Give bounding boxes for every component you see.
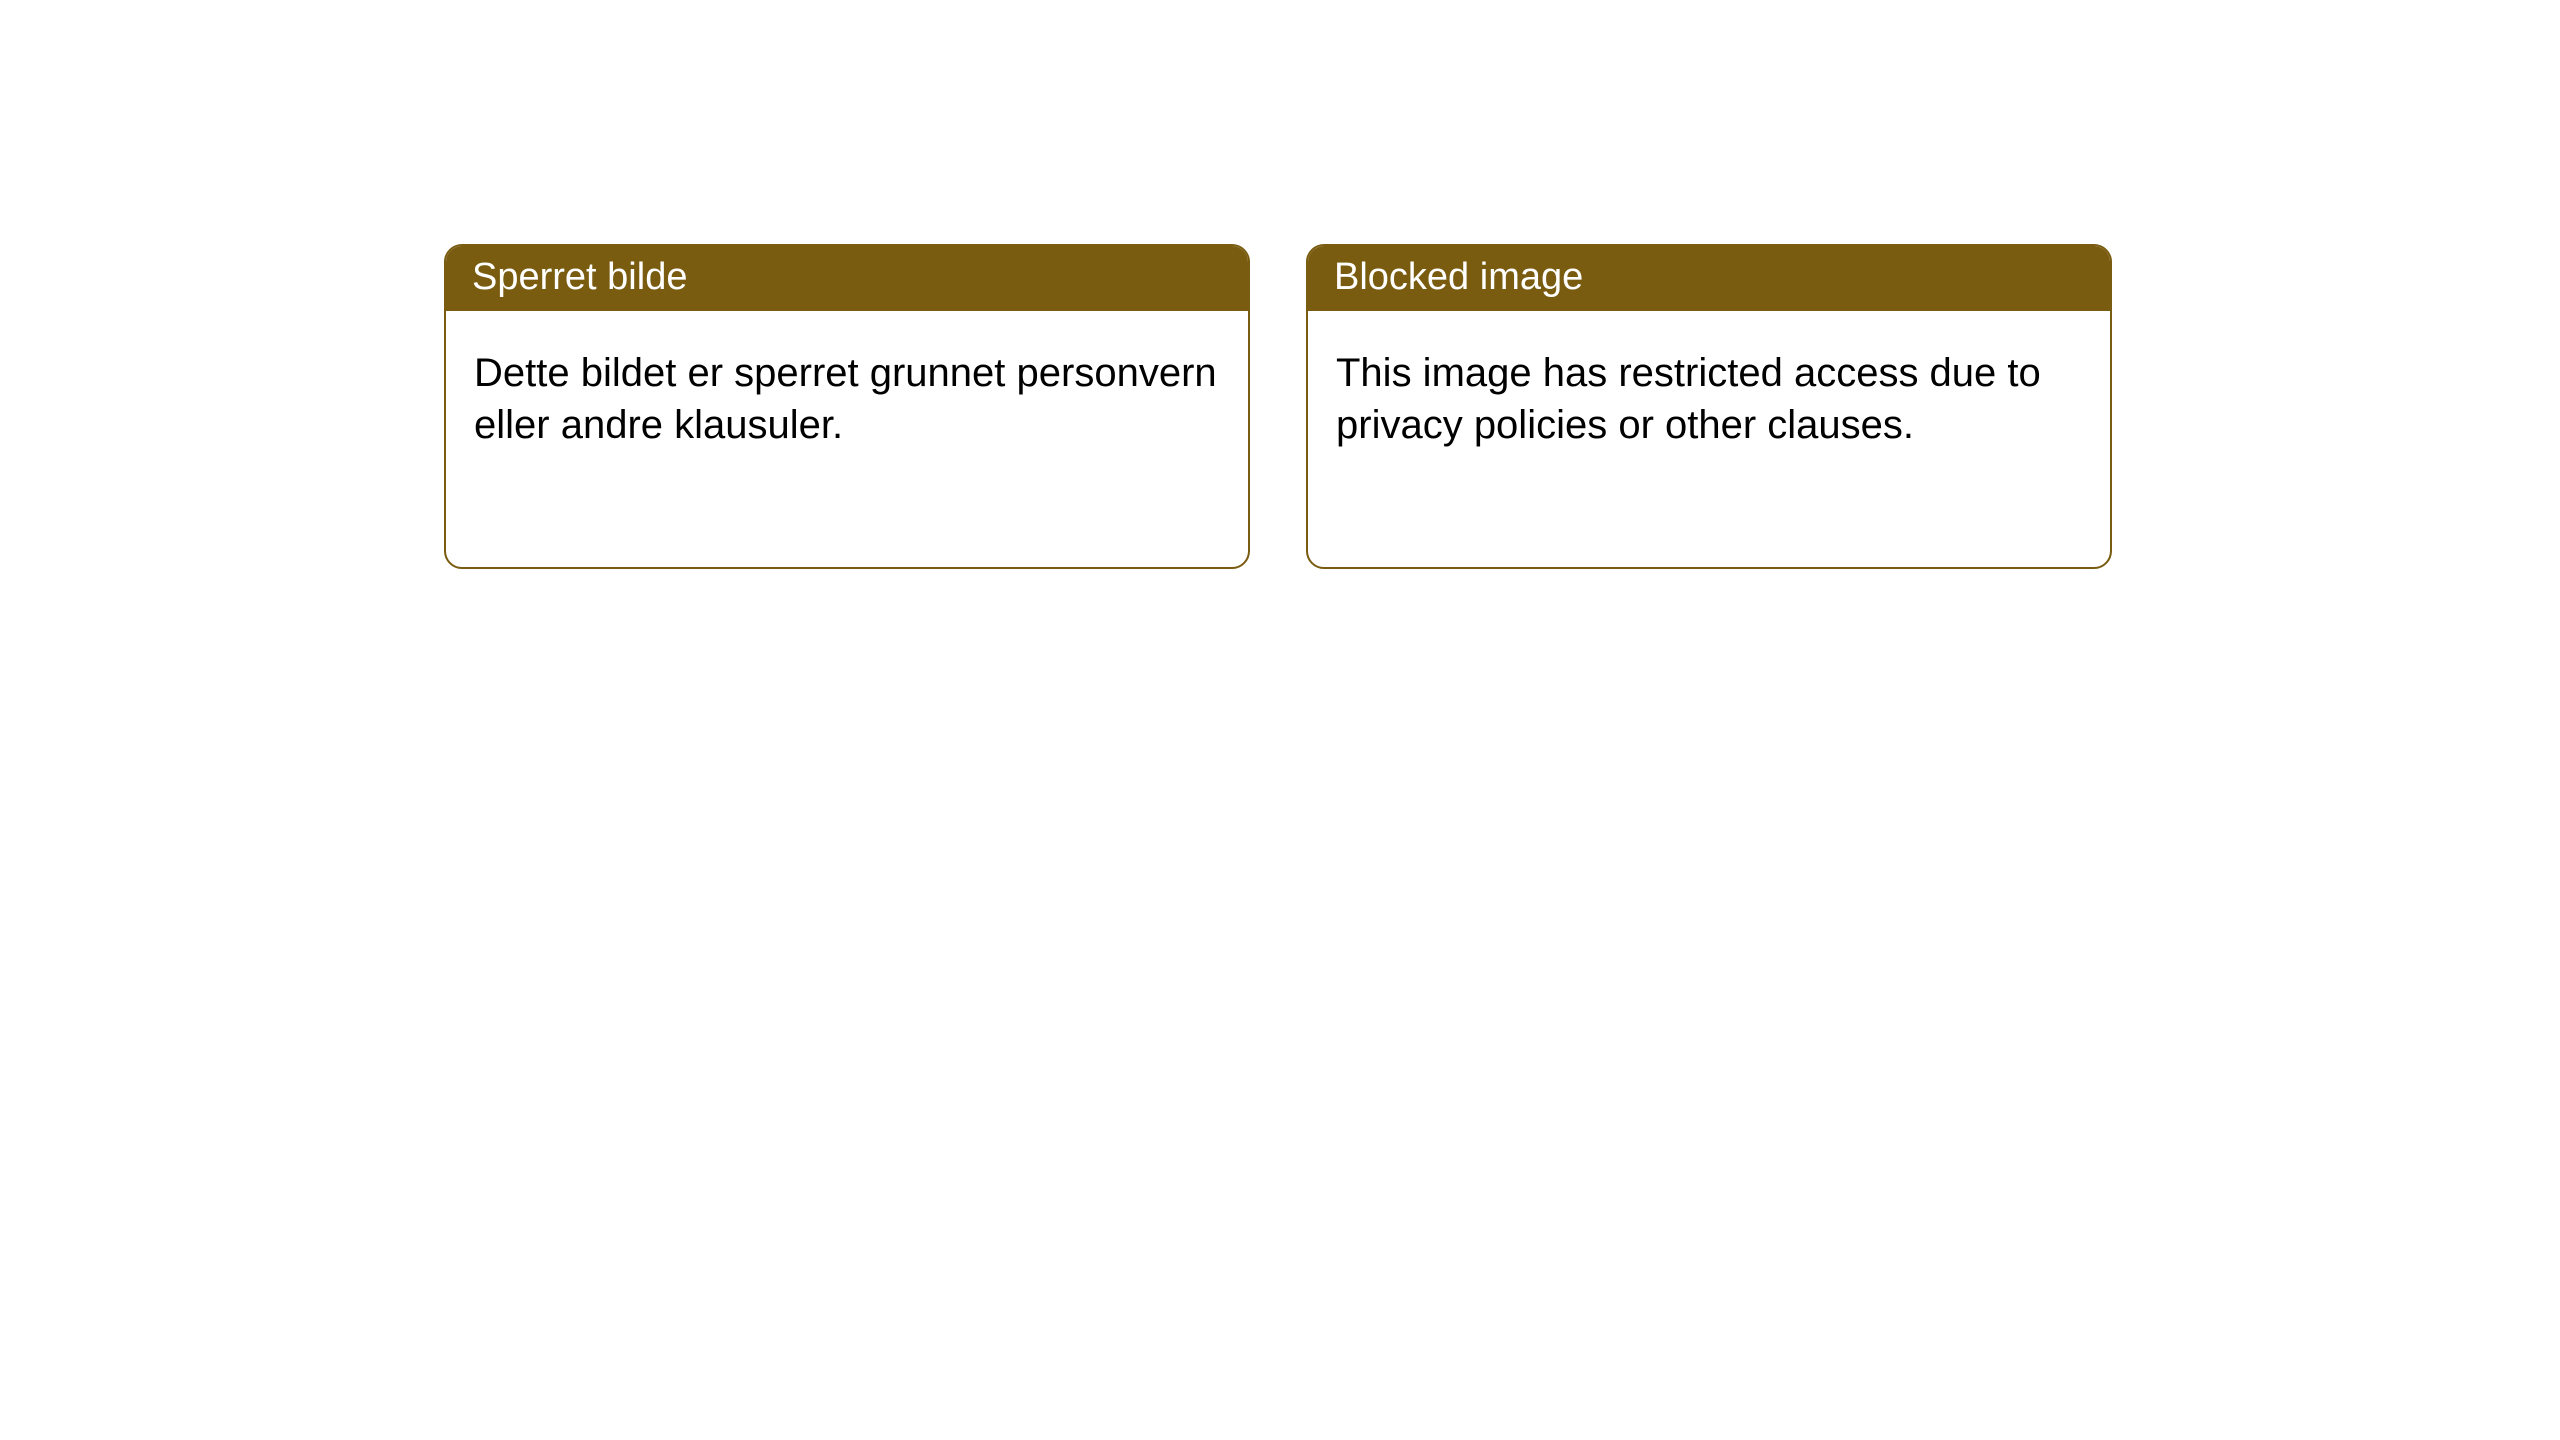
card-header-norwegian: Sperret bilde bbox=[446, 246, 1248, 311]
card-body-norwegian: Dette bildet er sperret grunnet personve… bbox=[446, 311, 1248, 567]
card-header-english: Blocked image bbox=[1308, 246, 2110, 311]
notice-card-norwegian: Sperret bilde Dette bildet er sperret gr… bbox=[444, 244, 1250, 569]
notice-container: Sperret bilde Dette bildet er sperret gr… bbox=[0, 0, 2560, 569]
notice-card-english: Blocked image This image has restricted … bbox=[1306, 244, 2112, 569]
card-body-english: This image has restricted access due to … bbox=[1308, 311, 2110, 567]
